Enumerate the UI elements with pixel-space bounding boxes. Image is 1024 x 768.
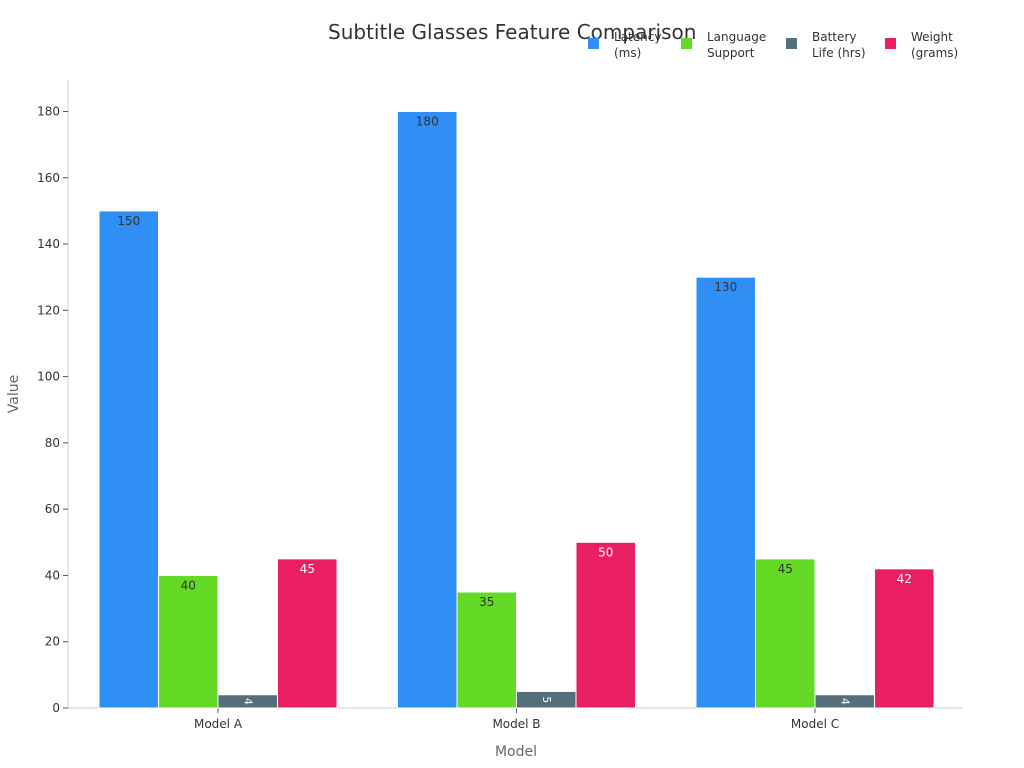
- y-tick-label: 0: [52, 701, 60, 715]
- bar-weight: [575, 541, 636, 709]
- legend-swatch: [588, 38, 599, 49]
- y-tick-label: 180: [37, 105, 60, 119]
- y-tick-label: 160: [37, 171, 60, 185]
- legend-swatch: [681, 38, 692, 49]
- y-tick-label: 140: [37, 237, 60, 251]
- bar-language-support: [158, 574, 219, 709]
- data-label: 4: [838, 698, 851, 705]
- legend-label: Weight (grams): [911, 30, 959, 60]
- bar-weight: [277, 558, 338, 709]
- data-label: 150: [117, 214, 140, 228]
- data-label: 5: [540, 696, 553, 703]
- x-axis-title: Model: [495, 744, 537, 760]
- y-tick-label: 40: [45, 568, 60, 582]
- data-label: 35: [479, 595, 494, 609]
- legend-label: Latency (ms): [614, 30, 662, 60]
- legend-swatch: [786, 38, 797, 49]
- data-label: 4: [241, 698, 254, 705]
- x-tick-label: Model C: [791, 717, 839, 731]
- bars: [98, 111, 935, 709]
- data-label: 130: [714, 280, 737, 294]
- bar-latency: [98, 210, 159, 709]
- legend-swatch: [885, 38, 896, 49]
- data-label: 42: [897, 572, 912, 586]
- y-tick-label: 80: [45, 436, 60, 450]
- x-tick-label: Model B: [492, 717, 540, 731]
- data-label: 50: [598, 545, 613, 559]
- data-labels: 150 40 4 45 180 35 5 50 130 45 4 42: [117, 115, 912, 705]
- data-label: 180: [416, 115, 439, 129]
- x-tick-label: Model A: [194, 717, 243, 731]
- bar-weight: [874, 568, 935, 709]
- legend-label: Language Support: [707, 30, 767, 60]
- data-label: 45: [778, 562, 793, 576]
- axes: 0 20 40 60 80 100 120 140 160 180 Model Value Model …: [6, 80, 963, 760]
- data-label: 40: [181, 578, 196, 592]
- y-tick-label: 20: [45, 635, 60, 649]
- bar-language-support: [755, 558, 816, 709]
- bar-latency: [397, 111, 458, 709]
- y-tick-label: 120: [37, 303, 60, 317]
- data-label: 45: [300, 562, 315, 576]
- y-tick-label: 100: [37, 370, 60, 384]
- y-tick-label: 60: [45, 502, 60, 516]
- y-axis-title: Value: [6, 375, 22, 413]
- bar-latency: [695, 276, 756, 709]
- chart-title: Subtitle Glasses Feature Comparison: [328, 20, 697, 44]
- bar-language-support: [456, 591, 517, 709]
- legend-label: Battery Life (hrs): [812, 30, 866, 60]
